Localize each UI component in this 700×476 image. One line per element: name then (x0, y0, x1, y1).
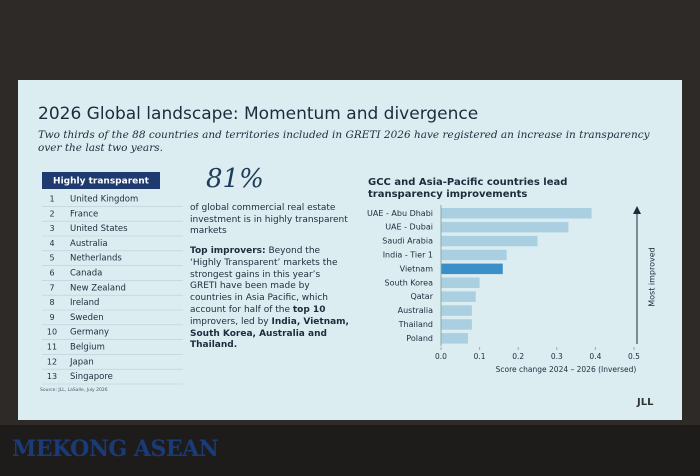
country: United Kingdom (70, 195, 138, 205)
improvers-segment: India, Vietnam, South Korea, Australia a… (190, 316, 349, 351)
x-tick-label: 0.1 (474, 352, 486, 361)
bar (441, 305, 472, 316)
bar (441, 277, 480, 288)
country: Belgium (70, 343, 105, 353)
category-label: Saudi Arabia (382, 237, 433, 246)
table-header: Highly transparent (53, 177, 150, 187)
bar (441, 235, 538, 247)
improvers-segment: top 10 (292, 304, 326, 315)
slide (18, 80, 682, 420)
category-label: Vietnam (400, 264, 434, 273)
stat-text: of global commercial real estate investm… (190, 203, 348, 236)
rank: 8 (49, 298, 54, 307)
rank: 7 (49, 283, 54, 292)
category-label: Thailand (398, 320, 433, 329)
country: Ireland (70, 298, 99, 308)
improvers-segment: Beyond the ‘Highly Transparent’ markets … (190, 246, 338, 315)
country: Netherlands (70, 254, 122, 264)
bar (441, 208, 592, 219)
arrow-label: Most improved (648, 247, 657, 306)
bar (441, 249, 507, 261)
bar (441, 263, 503, 275)
bar (441, 333, 469, 344)
improvers-text: Top improvers: Beyond the ‘Highly Transp… (190, 246, 350, 352)
rank: 9 (49, 313, 54, 322)
category-label: Australia (398, 306, 433, 315)
category-label: South Korea (385, 278, 434, 287)
country: France (70, 209, 98, 219)
rank: 3 (49, 224, 54, 233)
country: Sweden (70, 313, 104, 323)
improvers-segment: improvers, led by (190, 316, 272, 327)
watermark: MEKONG ASEAN (12, 436, 219, 462)
x-tick-label: 0.4 (589, 352, 601, 361)
category-label: India - Tier 1 (383, 250, 433, 259)
rank: 6 (49, 269, 54, 278)
title: 2026 Global landscape: Momentum and dive… (38, 104, 479, 124)
rank: 12 (47, 357, 57, 366)
bar (441, 319, 472, 330)
x-axis-label: Score change 2024 – 2026 (Inversed) (496, 365, 637, 374)
floor (0, 425, 700, 476)
subtitle: Two thirds of the 88 countries and terri… (38, 129, 650, 154)
logo: JLL (637, 397, 654, 408)
rank: 1 (49, 195, 54, 204)
x-tick-label: 0.5 (628, 352, 640, 361)
category-label: Poland (406, 334, 433, 343)
country: United States (70, 224, 128, 234)
country: New Zealand (70, 283, 126, 293)
rank: 2 (49, 209, 54, 218)
x-tick-label: 0.2 (512, 352, 524, 361)
rank: 11 (47, 343, 57, 352)
table-header-bg (42, 172, 160, 189)
country: Japan (69, 357, 94, 367)
category-label: UAE - Dubai (385, 223, 433, 232)
improvers-segment: Top improvers: (190, 246, 266, 256)
rank: 13 (47, 372, 57, 381)
country: Canada (70, 269, 102, 279)
arrow-head (633, 206, 641, 214)
x-tick-label: 0.0 (435, 352, 447, 361)
x-tick-label: 0.3 (551, 352, 563, 361)
bar (441, 291, 476, 302)
category-label: Qatar (410, 292, 433, 301)
category-label: UAE - Abu Dhabi (367, 209, 433, 218)
chart-title: GCC and Asia-Pacific countries lead tran… (368, 177, 568, 200)
stat: 81% (206, 164, 264, 194)
country: Germany (70, 328, 109, 338)
rank: 10 (47, 328, 57, 337)
rank: 4 (49, 239, 54, 248)
country: Australia (70, 239, 108, 249)
country: Singapore (70, 372, 113, 382)
bar (441, 221, 569, 233)
source: Source: JLL, LaSalle, July 2026 (40, 388, 108, 393)
rank: 5 (49, 254, 54, 263)
